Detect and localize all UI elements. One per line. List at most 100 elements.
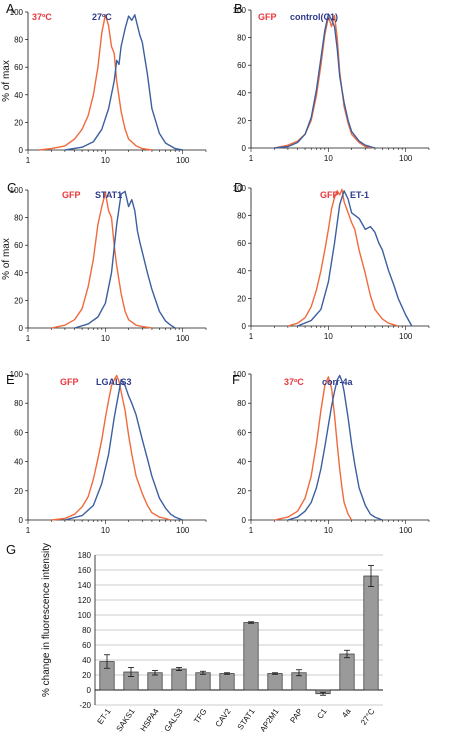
legend-label: ET-1 — [350, 190, 369, 200]
bar — [195, 672, 211, 691]
x-tick-label: 1 — [26, 156, 31, 165]
y-tick-label: 140 — [78, 581, 92, 590]
series-line-red — [274, 376, 353, 521]
y-tick-label: 20 — [14, 296, 23, 305]
series-line-blue — [287, 374, 383, 521]
x-category-label: CAV2 — [214, 707, 233, 729]
y-tick-label: 60 — [237, 61, 246, 70]
y-tick-label: 40 — [237, 89, 246, 98]
x-tick-label: 1 — [249, 526, 254, 535]
x-category-label: STAT1 — [236, 707, 257, 732]
series-line-red — [287, 188, 399, 327]
x-tick-label: 10 — [324, 154, 333, 163]
y-tick-label: 0 — [19, 516, 24, 525]
x-category-label: HSPA4 — [139, 707, 161, 732]
y-tick-label: 100 — [233, 6, 247, 15]
panel-letter: C — [7, 180, 16, 195]
series-line-blue — [297, 190, 413, 327]
panel-b: B 0 20 40 60 80 100 1 10 100 GFP control(C1) — [233, 1, 430, 163]
y-tick-label: 40 — [14, 458, 23, 467]
bar — [267, 673, 283, 691]
x-tick-label: 1 — [249, 154, 254, 163]
panel-letter: E — [6, 372, 15, 387]
y-tick-label: 80 — [14, 399, 23, 408]
y-tick-label: 60 — [237, 239, 246, 248]
x-category-label: AP2M1 — [258, 707, 281, 732]
y-tick-label: 20 — [82, 671, 91, 680]
y-tick-label: 20 — [237, 116, 246, 125]
series-line-blue — [74, 190, 176, 329]
x-category-label: 4a — [340, 707, 353, 720]
y-tick-label: 60 — [14, 63, 23, 72]
y-tick-label: 100 — [10, 370, 24, 379]
y-tick-label: 100 — [10, 186, 24, 195]
x-category-label: LGALS3 — [160, 707, 185, 732]
y-tick-label: 20 — [237, 487, 246, 496]
y-tick-label: 180 — [78, 551, 92, 560]
y-tick-label: 0 — [242, 144, 247, 153]
panel-letter: G — [6, 542, 16, 557]
x-tick-label: 10 — [324, 526, 333, 535]
panel-c: C 0 20 40 60 80 100 1 10 100 % of max GFP STAT1 — [1, 180, 207, 343]
y-tick-label: 100 — [233, 370, 247, 379]
legend-label: STAT1 — [95, 190, 122, 200]
y-tick-label: 100 — [233, 184, 247, 193]
y-tick-label: 80 — [14, 214, 23, 223]
legend-label: GFP — [258, 12, 277, 22]
series-line-blue — [64, 379, 183, 521]
x-tick-label: 1 — [26, 334, 31, 343]
panel-a: A 0 20 40 60 80 100 1 10 100 % of max 37ºC 27ºC — [1, 1, 207, 165]
y-tick-label: 40 — [82, 656, 91, 665]
legend-label: 37ºC — [284, 377, 304, 387]
legend-label: GFP — [320, 190, 339, 200]
y-tick-label: 0 — [87, 686, 92, 695]
x-tick-label: 100 — [399, 154, 413, 163]
legend-label: control(C1) — [290, 12, 338, 22]
panel-e: E 0 20 40 60 80 100 1 10 100 GFP LGALS3 — [6, 370, 207, 535]
y-tick-label: 80 — [237, 399, 246, 408]
x-tick-label: 1 — [26, 526, 31, 535]
y-tick-label: 100 — [78, 611, 92, 620]
bar — [171, 668, 187, 691]
y-tick-label: 60 — [14, 241, 23, 250]
x-category-label: PAP — [288, 707, 304, 725]
x-tick-label: 10 — [324, 332, 333, 341]
legend-label: LGALS3 — [96, 377, 132, 387]
x-category-label: ET-1 — [96, 707, 113, 726]
y-tick-label: 0 — [19, 146, 24, 155]
x-category-label: 27°C — [359, 707, 377, 727]
y-tick-label: 80 — [237, 212, 246, 221]
y-tick-label: -20 — [79, 701, 91, 710]
series-line-red — [51, 374, 171, 521]
bar — [243, 622, 259, 691]
bar — [363, 575, 379, 691]
x-tick-label: 10 — [101, 334, 110, 343]
panel-letter: F — [232, 372, 240, 387]
y-tick-label: 40 — [237, 458, 246, 467]
x-tick-label: 10 — [101, 156, 110, 165]
y-tick-label: 80 — [237, 34, 246, 43]
legend-label: 37ºC — [32, 12, 52, 22]
panel-letter: A — [6, 1, 15, 16]
y-tick-label: 40 — [14, 91, 23, 100]
x-category-label: C1 — [315, 707, 329, 721]
x-tick-label: 100 — [176, 526, 190, 535]
legend-label: 27ºC — [92, 12, 112, 22]
x-tick-label: 10 — [101, 526, 110, 535]
y-tick-label: 0 — [242, 322, 247, 331]
y-tick-label: 120 — [78, 596, 92, 605]
series-line-red — [51, 192, 153, 329]
y-tick-label: 40 — [237, 267, 246, 276]
legend-label: corr-4a — [322, 377, 354, 387]
panel-f: F 0 20 40 60 80 100 1 10 100 37ºC corr-4a — [232, 370, 430, 535]
y-tick-label: 100 — [10, 8, 24, 17]
y-axis-title: % of max — [1, 238, 12, 280]
panel-d: D 0 20 40 60 80 100 1 10 100 GFP ET-1 — [233, 180, 430, 341]
y-tick-label: 40 — [14, 269, 23, 278]
y-tick-label: 60 — [237, 428, 246, 437]
legend-label: GFP — [62, 190, 81, 200]
bar — [339, 653, 355, 691]
x-category-label: TFG — [192, 707, 209, 725]
x-tick-label: 100 — [176, 334, 190, 343]
x-category-label: SAKS1 — [114, 707, 136, 732]
